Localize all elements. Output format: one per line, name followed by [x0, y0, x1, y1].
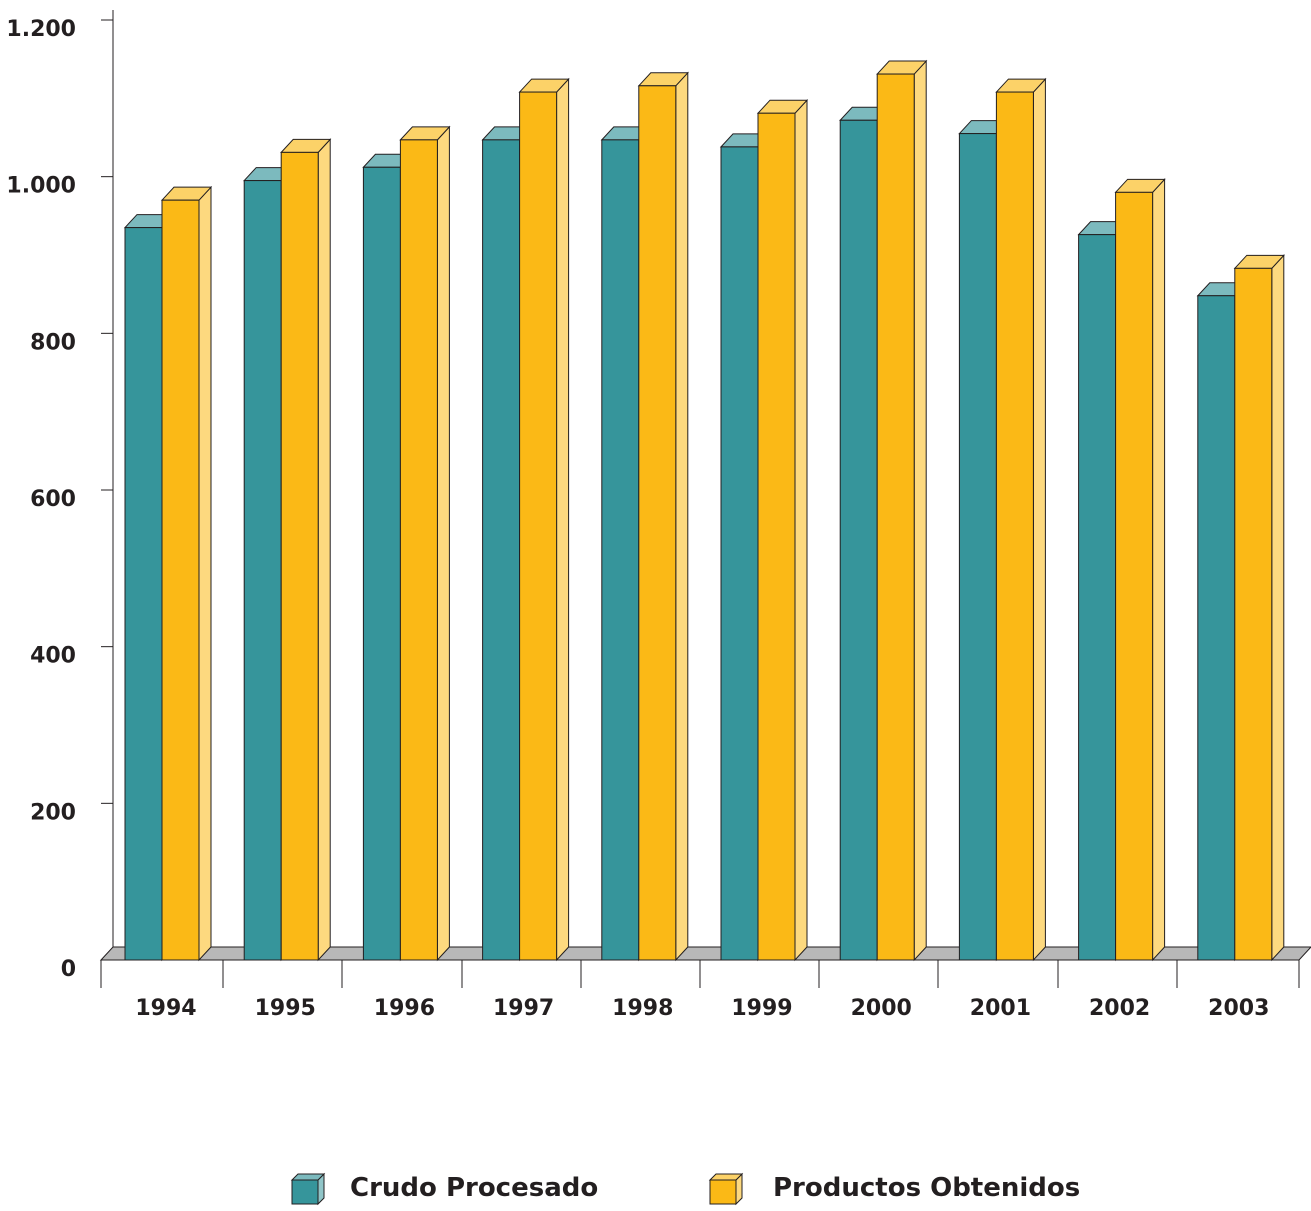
x-tick-label: 1994 [135, 996, 196, 1021]
y-tick-label: 600 [30, 487, 76, 512]
x-tick-label: 1997 [493, 996, 554, 1021]
bar-productos-1994 [160, 185, 213, 962]
bar-productos-1997 [518, 77, 570, 962]
x-tick-label: 2002 [1089, 996, 1150, 1021]
bar-productos-2003 [1233, 254, 1285, 962]
legend-swatch-top [290, 1173, 326, 1181]
y-tick-label: 1.200 [6, 17, 76, 42]
bars [123, 59, 1285, 962]
x-tick-label: 1998 [612, 996, 673, 1021]
x-tick-label: 1995 [255, 996, 316, 1021]
x-tick-label: 2000 [851, 996, 912, 1021]
legend-swatch-top [708, 1173, 744, 1181]
bar-productos-2001 [995, 77, 1047, 962]
y-tick-label: 1.000 [6, 174, 76, 199]
y-tick-label: 800 [30, 330, 76, 355]
x-tick-label: 2001 [970, 996, 1031, 1021]
bar-productos-1999 [756, 98, 809, 962]
legend-label: Productos Obtenidos [773, 1173, 1080, 1203]
y-tick-label: 0 [61, 957, 76, 982]
y-tick-label: 200 [30, 800, 76, 825]
bar-productos-1996 [399, 125, 451, 962]
tick-labels: 0 200 400 600 800 1.000 1.200 1994 1995 1996 1997 1… [6, 17, 1269, 1021]
y-tick-label: 400 [30, 644, 76, 669]
bar-productos-1998 [637, 71, 689, 962]
bar-productos-1995 [280, 138, 332, 962]
legend-item-productos: Productos Obtenidos [708, 1172, 1080, 1206]
bar-productos-2002 [1114, 178, 1166, 962]
legend-swatch [291, 1179, 319, 1205]
legend-swatch [709, 1179, 737, 1205]
x-tick-label: 1999 [731, 996, 792, 1021]
legend-item-crudo: Crudo Procesado [290, 1172, 598, 1206]
legend-label: Crudo Procesado [350, 1173, 598, 1203]
x-tick-label: 1996 [374, 996, 435, 1021]
legend: Crudo Procesado Productos Obtenidos [290, 1172, 1080, 1206]
bar-productos-2000 [876, 59, 928, 962]
x-tick-label: 2003 [1208, 996, 1269, 1021]
